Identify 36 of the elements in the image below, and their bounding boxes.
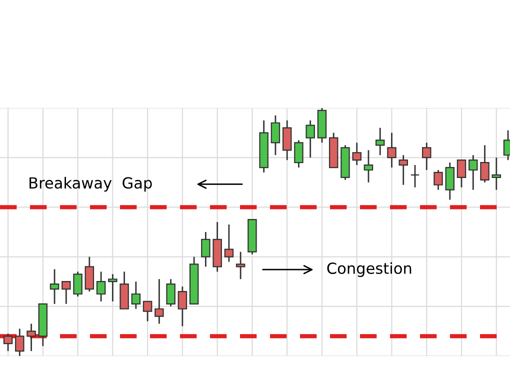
candlestick [142, 300, 152, 322]
annotation: Breakaway Gap [30, 176, 152, 192]
candlestick [166, 278, 176, 308]
candlestick [62, 280, 71, 305]
candlestick [445, 162, 455, 200]
candlestick [294, 140, 304, 168]
candlestick [270, 114, 280, 156]
candlestick [352, 142, 362, 166]
candlestick [387, 132, 396, 168]
candlestick [108, 273, 118, 302]
candlestick [434, 169, 443, 191]
candlestick [375, 127, 385, 156]
candlestick [468, 154, 478, 191]
candlestick [306, 120, 315, 158]
candlestick [456, 159, 466, 188]
candlestick [282, 120, 292, 161]
candlestick [131, 280, 141, 310]
annotation: Congestion [327, 262, 412, 277]
candlestick [492, 156, 502, 191]
candlestick [26, 323, 36, 352]
candlestick [3, 332, 13, 352]
candlestick [480, 144, 490, 184]
candlestick [178, 286, 188, 327]
candlestick [73, 270, 82, 298]
candlestick [398, 154, 408, 186]
candlestick [410, 164, 420, 188]
candlestick [201, 231, 210, 268]
candlestick [154, 278, 164, 324]
candlestick [422, 142, 432, 171]
candlestick [224, 224, 234, 262]
candlestick [96, 270, 106, 302]
candlestick [15, 328, 24, 357]
candlestick [236, 251, 246, 280]
candlestick [364, 149, 374, 184]
candlestick [50, 268, 60, 305]
candlestick [84, 256, 94, 292]
